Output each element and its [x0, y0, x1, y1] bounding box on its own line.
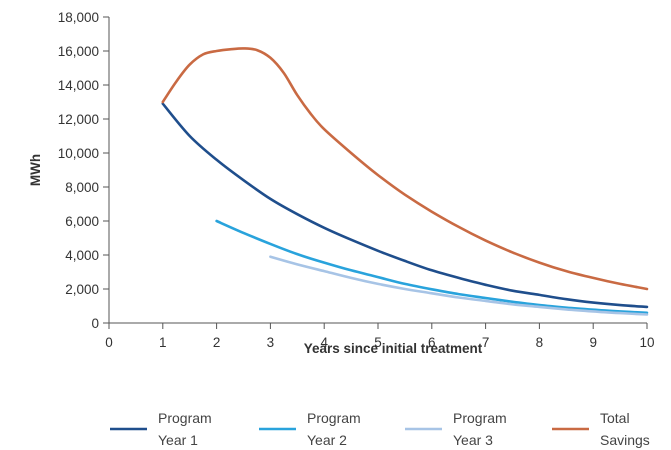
x-tick-label: 6: [428, 335, 436, 350]
y-tick-label: 6,000: [65, 214, 99, 229]
series-line-program-year-2: [215, 219, 649, 315]
legend: Program Year 1 Program Year 2 Program Year 3 T…: [110, 410, 650, 448]
y-tick-label: 2,000: [65, 282, 99, 297]
y-tick-label: 4,000: [65, 248, 99, 263]
legend-label-program-year-2: Program Year 2: [307, 410, 361, 448]
x-axis-title: Years since initial treatment: [304, 341, 483, 356]
x-tick-label: 1: [159, 335, 167, 350]
x-axis: 0 1 2 3 4 5 6 7 8 9 10: [105, 322, 655, 350]
legend-label-total-savings: Total Savings: [600, 410, 650, 448]
legend-label-program-year-3: Program Year 3: [453, 410, 507, 448]
y-axis-title: MWh: [28, 154, 43, 186]
y-tick-label: 14,000: [58, 78, 99, 93]
x-tick-label: 2: [213, 335, 221, 350]
x-tick-label: 8: [536, 335, 544, 350]
series-lines: [161, 47, 649, 316]
x-tick-label: 0: [105, 335, 113, 350]
x-tick-label: 7: [482, 335, 490, 350]
x-tick-label: 9: [589, 335, 597, 350]
y-tick-label: 8,000: [65, 180, 99, 195]
series-line-total-savings: [161, 47, 649, 291]
x-tick-label: 10: [639, 335, 654, 350]
y-tick-label: 16,000: [58, 44, 99, 59]
y-tick-label: 10,000: [58, 146, 99, 161]
x-tick-label: 3: [267, 335, 275, 350]
y-tick-label: 12,000: [58, 112, 99, 127]
y-axis: 0 2,000 4,000 6,000 8,000 10,000 12,000 14,000 1…: [58, 10, 110, 331]
legend-label-program-year-1: Program Year 1: [158, 410, 212, 448]
series-line-program-year-3: [269, 255, 649, 316]
x-tick-label: 4: [320, 335, 328, 350]
series-line-program-year-1: [161, 102, 649, 309]
x-tick-label: 5: [374, 335, 382, 350]
y-tick-label: 18,000: [58, 10, 99, 25]
y-tick-label: 0: [91, 316, 99, 331]
